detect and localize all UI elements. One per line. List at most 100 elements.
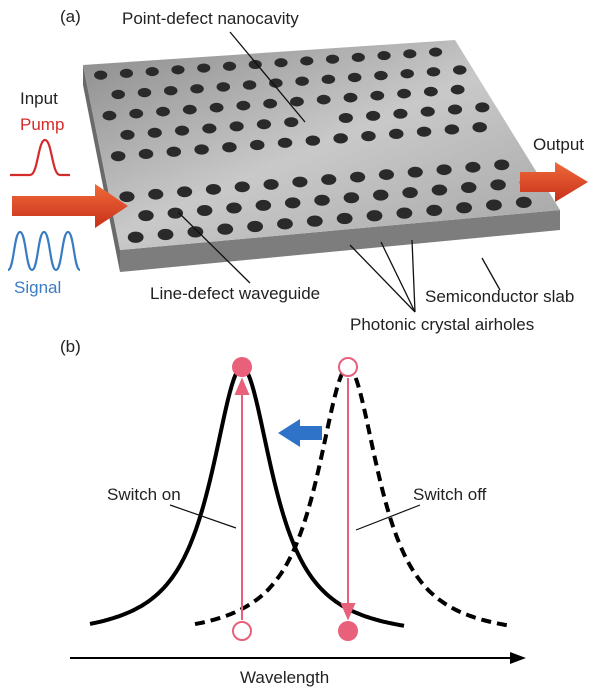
airhole: [263, 99, 277, 109]
airhole: [389, 129, 404, 139]
airhole: [326, 55, 339, 64]
airhole: [373, 190, 388, 201]
airhole: [448, 105, 462, 115]
airhole: [236, 101, 250, 111]
airhole: [403, 49, 416, 58]
airhole: [138, 88, 152, 97]
airhole: [247, 221, 263, 232]
airhole: [222, 142, 237, 152]
airhole: [361, 131, 376, 141]
airhole: [344, 192, 359, 203]
airhole: [146, 67, 159, 76]
airhole: [352, 53, 365, 62]
airhole: [396, 207, 412, 218]
airhole: [306, 135, 321, 145]
airhole: [175, 126, 189, 136]
airhole: [424, 87, 438, 97]
airhole: [206, 184, 221, 195]
airhole: [148, 189, 163, 200]
airhole: [432, 185, 447, 196]
airhole: [129, 109, 143, 119]
switch-on-label: Switch on: [107, 485, 181, 504]
airhole: [377, 51, 390, 60]
pump-label: Pump: [20, 115, 64, 134]
figure: (a) Point-defect nanocavity Input Pump S…: [0, 0, 609, 689]
input-label: Input: [20, 89, 58, 108]
airhole: [290, 97, 304, 107]
on-base-dot: [233, 622, 251, 640]
airhole: [417, 127, 432, 137]
airhole: [314, 195, 329, 206]
off-peak-dot: [339, 358, 357, 376]
airhole: [333, 133, 348, 143]
airhole: [156, 107, 170, 117]
airhole: [321, 174, 336, 185]
airhole: [197, 63, 210, 72]
slab-label: Semiconductor slab: [425, 287, 574, 306]
airhole: [300, 56, 313, 65]
airhole: [490, 179, 505, 190]
airhole: [339, 113, 353, 123]
airhole: [486, 199, 502, 210]
airhole: [226, 202, 241, 213]
airhole: [367, 210, 383, 221]
airhole: [400, 69, 414, 78]
panel-label: (b): [60, 337, 81, 356]
airhole: [456, 202, 472, 213]
airhole: [284, 117, 298, 127]
airhole: [427, 67, 441, 76]
airhole: [167, 147, 182, 157]
airhole: [348, 73, 362, 82]
signal-label: Signal: [14, 278, 61, 297]
airhole: [223, 62, 236, 71]
airhole: [94, 71, 107, 80]
airhole: [250, 140, 265, 150]
airhole: [366, 111, 380, 121]
airhole: [217, 82, 231, 91]
airhole: [138, 210, 153, 221]
switch-off-label: Switch off: [413, 485, 487, 504]
on-peak-dot: [232, 357, 252, 377]
airhole: [472, 122, 487, 132]
airhole: [257, 119, 271, 129]
airhole: [451, 85, 465, 95]
airhole: [139, 149, 154, 159]
airhole: [437, 164, 452, 175]
waveguide-label: Line-defect waveguide: [150, 284, 320, 303]
airhole: [230, 121, 244, 131]
airhole: [445, 124, 460, 134]
airhole: [187, 226, 203, 237]
panel-label: (a): [60, 7, 81, 26]
leaders-b: [170, 505, 420, 530]
x-axis-label: Wavelength: [240, 668, 329, 687]
airhole: [494, 159, 509, 170]
airhole: [217, 224, 233, 235]
airholes-label: Photonic crystal airholes: [350, 315, 534, 334]
airhole: [197, 205, 212, 216]
airhole: [111, 90, 125, 99]
airhole: [421, 107, 435, 117]
airhole: [402, 187, 417, 198]
airhole: [128, 232, 144, 243]
airhole: [370, 91, 384, 101]
airhole: [453, 65, 467, 74]
airhole: [158, 229, 174, 240]
airhole: [317, 95, 331, 105]
airhole: [243, 80, 257, 89]
airhole: [516, 197, 532, 208]
output-label: Output: [533, 135, 584, 154]
airhole: [397, 89, 411, 99]
airhole: [256, 200, 271, 211]
x-axis-arrowhead: [510, 652, 526, 664]
airhole: [429, 47, 442, 56]
airhole: [465, 162, 480, 173]
airhole: [350, 172, 365, 183]
airhole: [177, 186, 192, 197]
airhole: [148, 128, 162, 138]
airhole: [344, 93, 358, 103]
airhole: [120, 130, 134, 140]
airhole: [264, 179, 279, 190]
airhole: [295, 77, 309, 86]
airhole: [379, 169, 394, 180]
airhole: [337, 213, 353, 224]
